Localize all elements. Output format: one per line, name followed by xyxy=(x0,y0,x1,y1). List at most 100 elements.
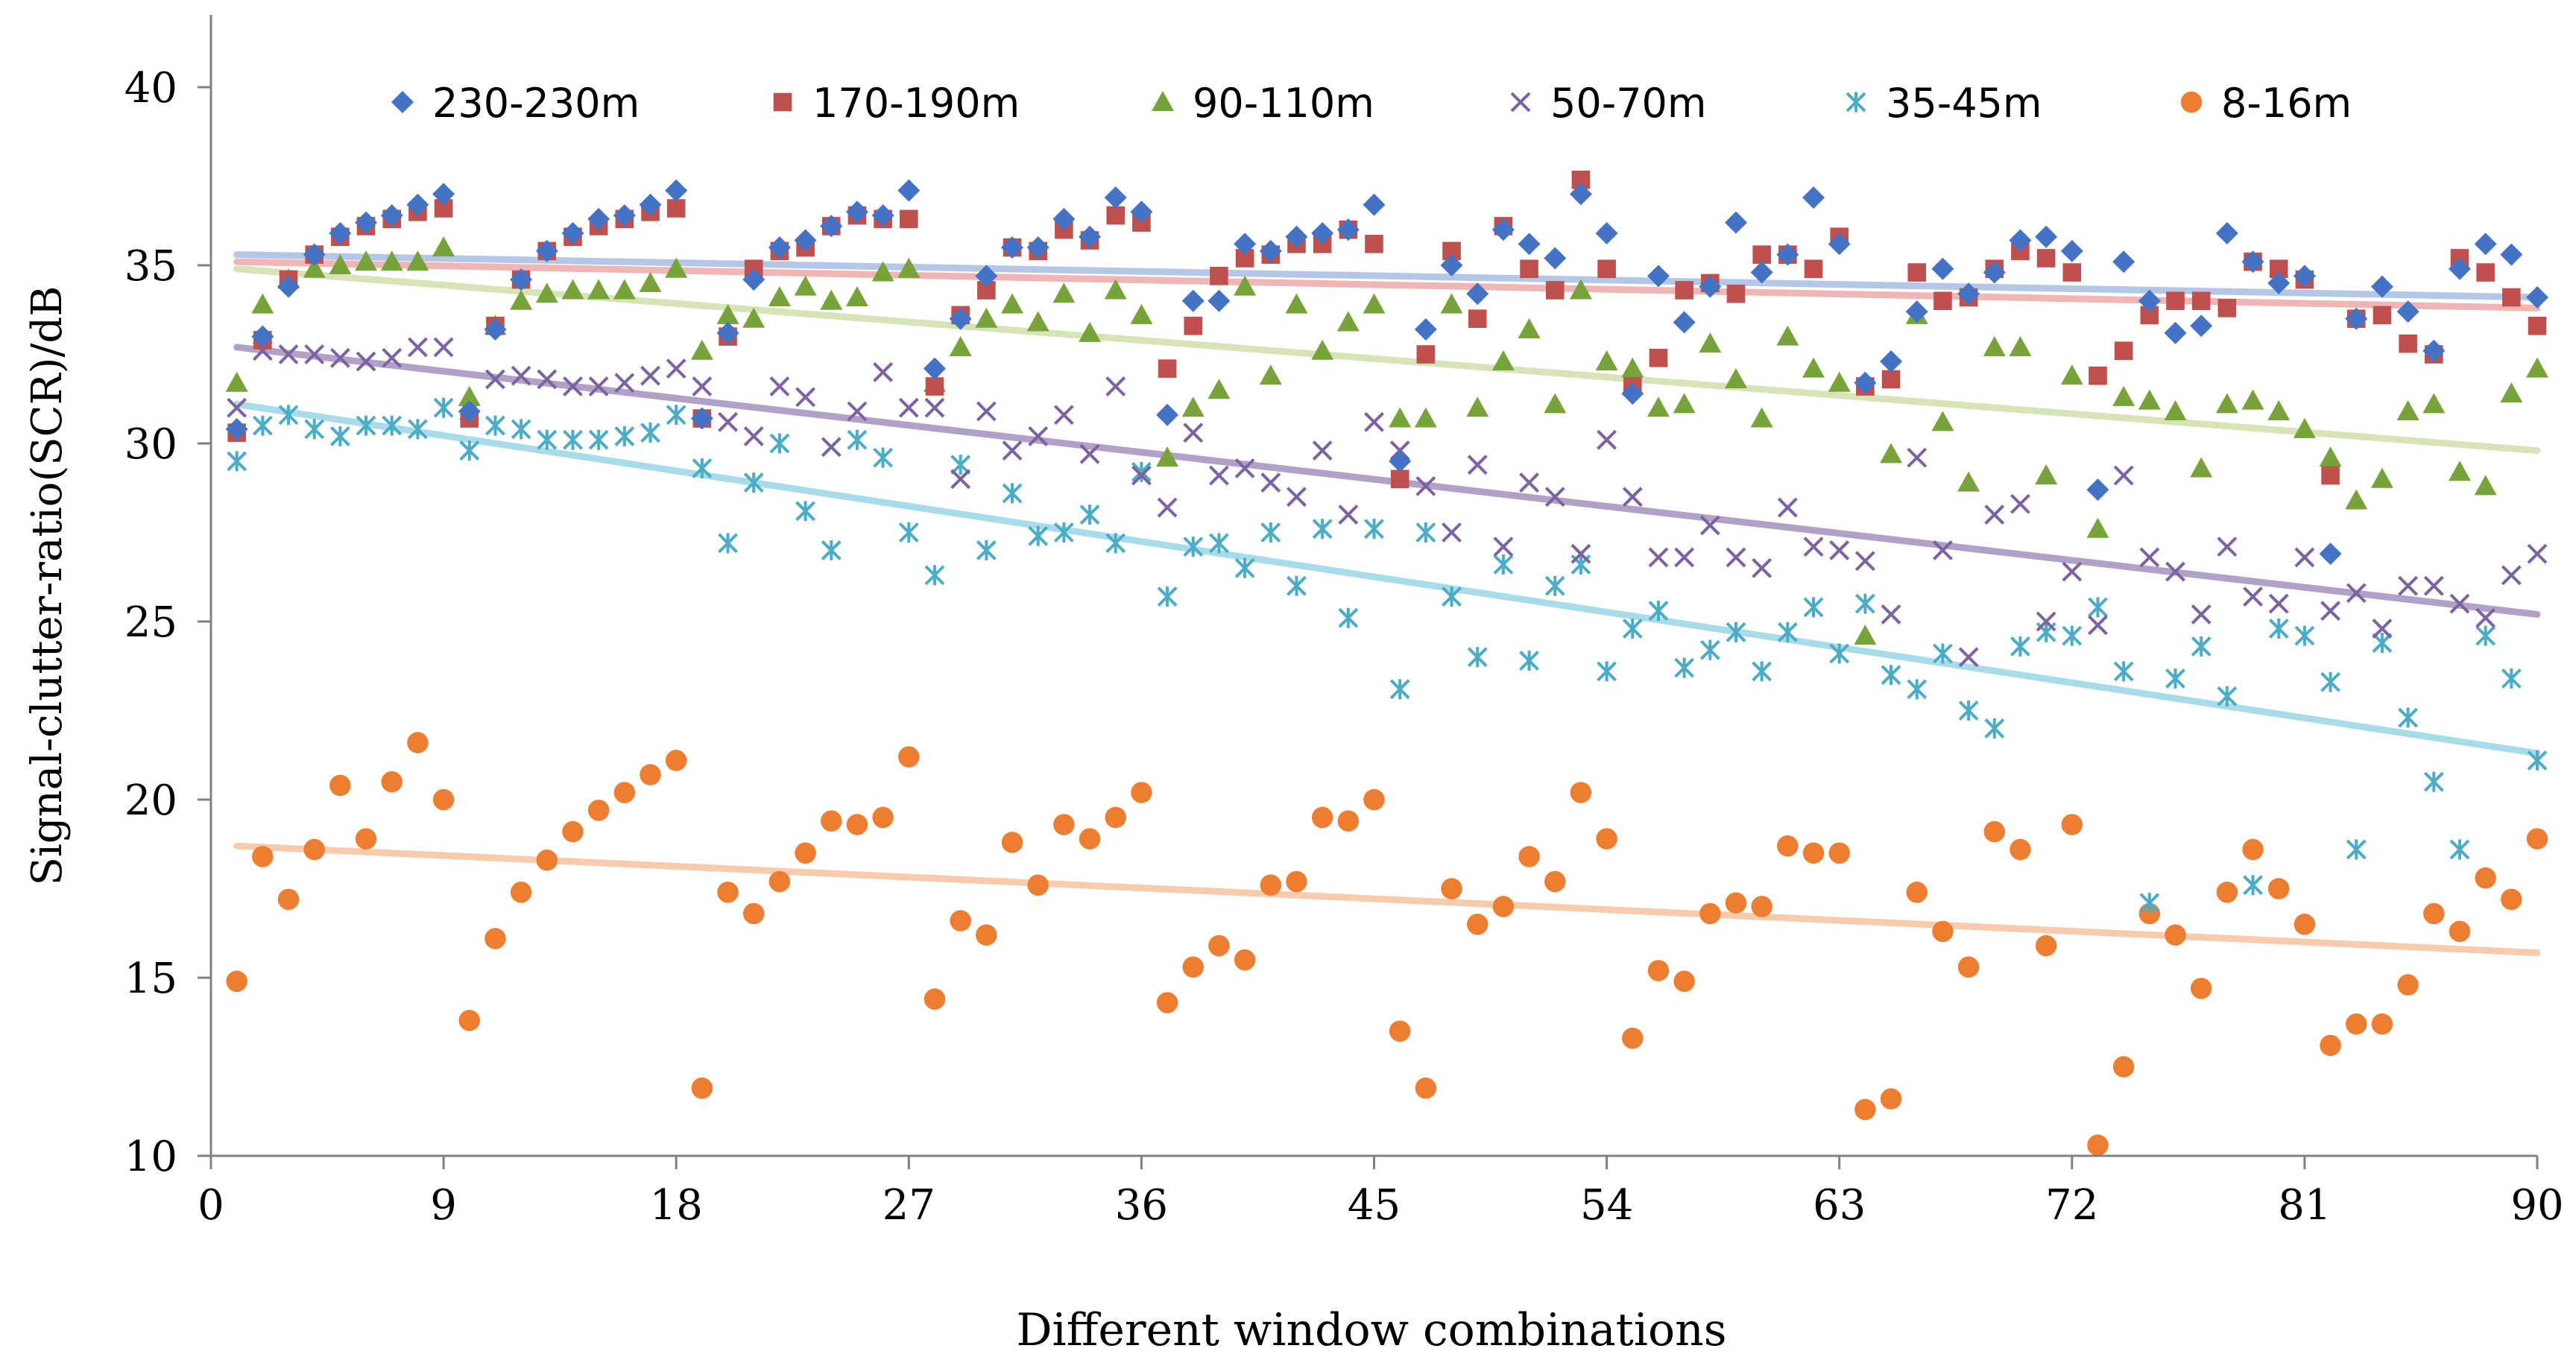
data-point xyxy=(2372,633,2393,654)
data-point xyxy=(1648,547,1669,568)
data-point xyxy=(692,458,713,478)
data-point xyxy=(2191,291,2211,311)
data-point xyxy=(871,204,894,227)
data-point xyxy=(975,307,998,328)
data-point xyxy=(227,451,247,472)
data-point xyxy=(1958,701,1979,721)
data-point xyxy=(1312,519,1333,540)
data-point xyxy=(2190,457,2213,478)
data-point xyxy=(1208,935,1230,957)
data-point xyxy=(1491,350,1515,371)
data-point xyxy=(1519,651,1539,671)
data-point xyxy=(768,870,791,893)
data-point xyxy=(1001,236,1024,259)
y-axis-label: Signal-clutter-ratio(SCR)/dB xyxy=(23,286,72,886)
data-point xyxy=(1416,345,1436,364)
data-point xyxy=(329,221,352,244)
data-point xyxy=(225,371,248,392)
data-point xyxy=(1079,505,1100,525)
data-point xyxy=(1726,547,1746,568)
data-point xyxy=(1181,289,1205,312)
data-point xyxy=(898,746,920,768)
y-tick-label: 10 xyxy=(124,1133,177,1181)
legend-label: 90-110m xyxy=(1193,80,1374,127)
data-point xyxy=(459,440,480,461)
data-point xyxy=(2010,493,2030,514)
data-point xyxy=(1337,810,1360,832)
data-point xyxy=(1907,679,1928,700)
data-point xyxy=(2268,593,2289,614)
series-230-230m xyxy=(225,179,2548,566)
data-point xyxy=(1156,446,1179,467)
data-point xyxy=(2009,229,2032,252)
data-point xyxy=(2320,601,2340,622)
data-point xyxy=(2217,537,2238,557)
data-point xyxy=(743,426,764,446)
data-point xyxy=(1905,300,1928,323)
data-point xyxy=(1597,661,1617,682)
data-point xyxy=(1105,376,1126,396)
data-point xyxy=(1234,949,1256,971)
data-point xyxy=(1776,243,1799,266)
data-point xyxy=(536,850,558,871)
data-point xyxy=(408,419,428,440)
trendline-50-70m xyxy=(233,344,2541,618)
data-point xyxy=(1906,882,1928,903)
data-point xyxy=(1752,557,1772,578)
data-point xyxy=(795,501,816,522)
data-point xyxy=(1726,622,1746,642)
data-point xyxy=(692,376,713,396)
data-point xyxy=(278,344,299,364)
data-point xyxy=(2475,625,2496,646)
data-point xyxy=(1363,788,1385,811)
x-tick-label: 90 xyxy=(2510,1181,2563,1230)
data-point xyxy=(484,928,506,949)
data-point xyxy=(2422,339,2446,362)
x-tick-label: 54 xyxy=(1580,1181,1633,1230)
data-point xyxy=(976,401,997,422)
data-point xyxy=(2502,288,2521,307)
data-point xyxy=(1390,469,1409,489)
data-point xyxy=(2165,668,2185,689)
data-point xyxy=(897,257,921,278)
data-point xyxy=(1415,475,1436,496)
data-point xyxy=(924,397,945,418)
data-point xyxy=(537,429,558,450)
data-point xyxy=(1002,483,1023,504)
data-point xyxy=(458,399,481,423)
legend-label: 170-190m xyxy=(812,80,1020,127)
data-point xyxy=(535,282,558,303)
data-point xyxy=(2139,547,2160,568)
data-point xyxy=(1208,289,1231,312)
data-point xyxy=(1621,382,1644,405)
data-point xyxy=(769,376,790,396)
data-point xyxy=(2062,561,2083,582)
tick-labels: 10 15 20 25 30 35 40 0 9 18 27 36 45 54 63 72 81 90 xyxy=(124,64,2564,1230)
data-point xyxy=(2527,750,2548,771)
data-point xyxy=(2346,583,2367,604)
data-point xyxy=(2319,543,2342,566)
data-point xyxy=(1131,465,1152,486)
data-point xyxy=(1776,325,1799,346)
data-point xyxy=(355,250,378,271)
data-point xyxy=(1983,261,2006,284)
data-point xyxy=(1389,449,1412,472)
data-point xyxy=(1752,245,1771,264)
data-point xyxy=(1674,547,1695,568)
data-point xyxy=(2449,839,2470,860)
data-point xyxy=(2398,575,2419,596)
data-point xyxy=(1699,332,1722,353)
data-point xyxy=(1466,282,1489,306)
data-point xyxy=(614,426,635,446)
data-point xyxy=(1829,540,1850,560)
data-point xyxy=(2061,814,2083,835)
data-point xyxy=(2449,593,2470,614)
data-point xyxy=(2166,291,2185,311)
data-point xyxy=(2010,838,2031,861)
data-point xyxy=(2500,243,2523,266)
data-point xyxy=(1957,956,1980,978)
data-point xyxy=(329,774,351,797)
data-point xyxy=(2293,265,2316,288)
data-point xyxy=(2474,475,2497,496)
data-point xyxy=(356,351,376,372)
